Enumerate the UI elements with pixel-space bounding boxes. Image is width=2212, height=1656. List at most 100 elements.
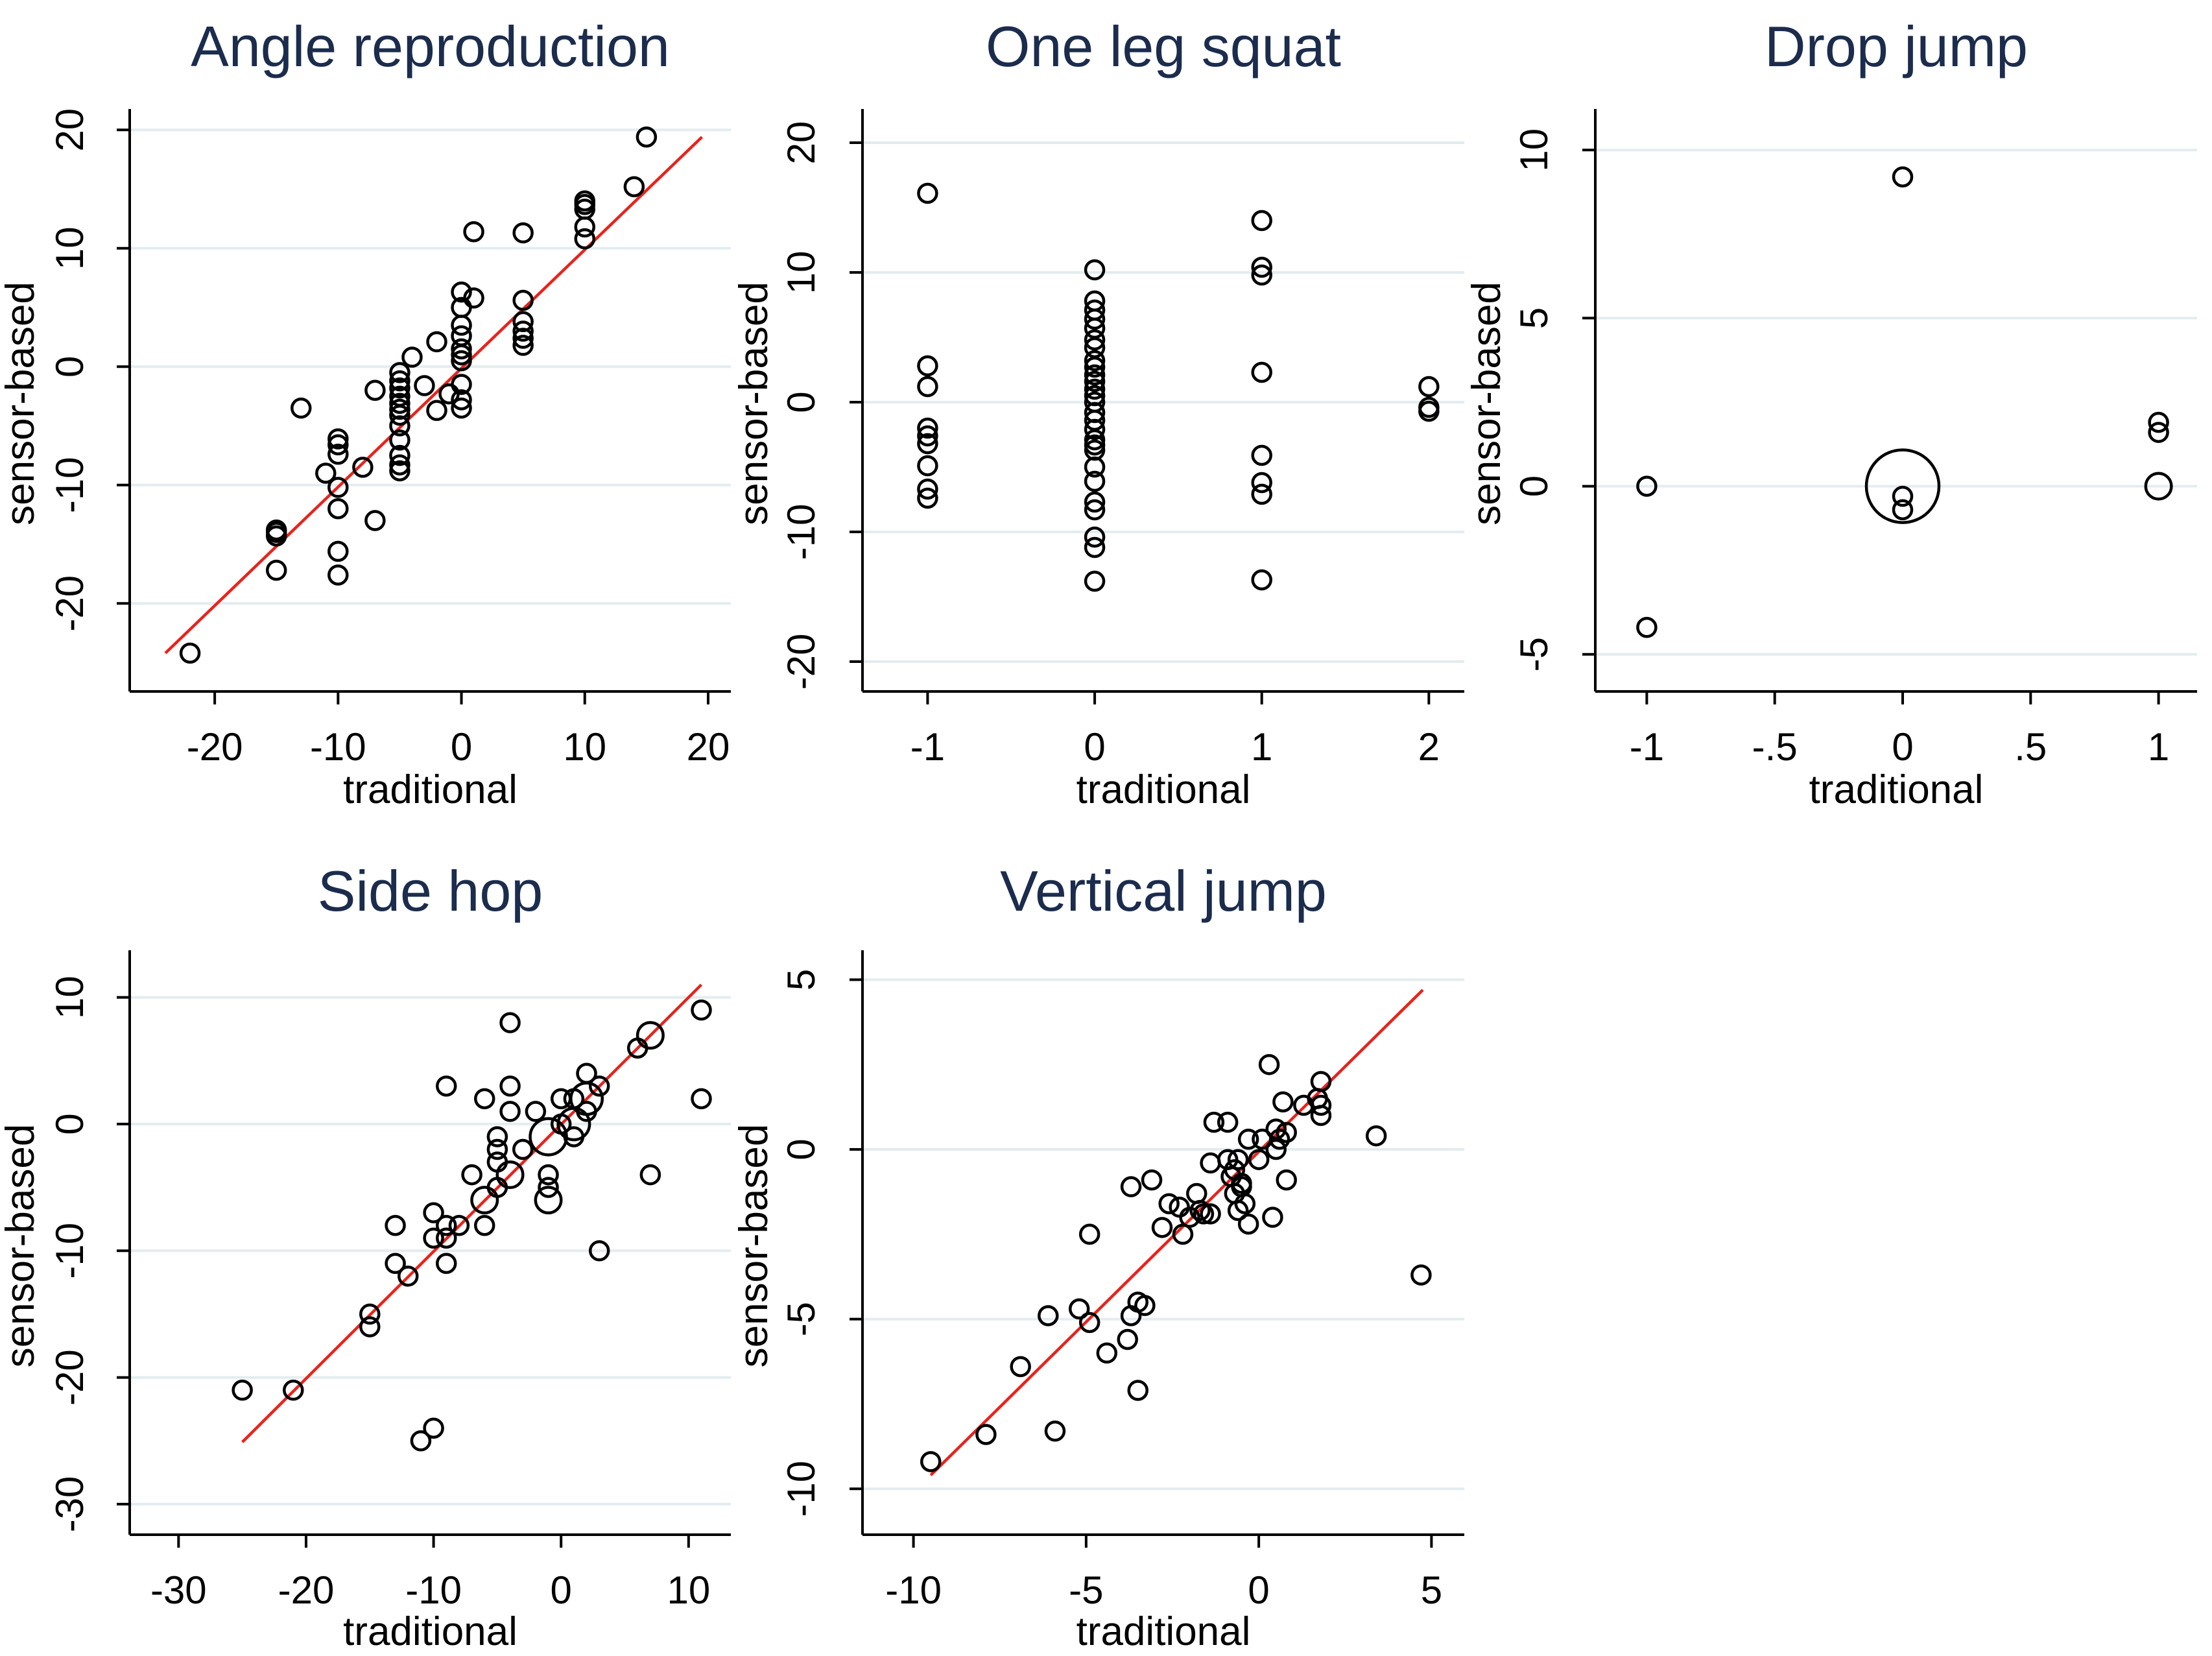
data-point [639, 1164, 661, 1186]
y-tick-label: -20 [48, 575, 91, 632]
data-point [1169, 1196, 1190, 1218]
x-tick-label: .5 [2014, 725, 2047, 769]
data-point [1084, 350, 1106, 372]
data-point [327, 564, 349, 586]
data-point [451, 350, 472, 372]
y-tick-label: -5 [779, 1302, 823, 1336]
y-tick-label: -10 [48, 1223, 91, 1279]
data-point [1158, 1193, 1180, 1214]
data-point [975, 1424, 997, 1445]
data-point [1251, 256, 1272, 278]
data-point [1418, 400, 1440, 422]
data-point [636, 126, 658, 148]
x-tick-label: 1 [1251, 725, 1272, 769]
data-point [385, 1214, 406, 1236]
data-point [917, 376, 938, 398]
x-axis-label: traditional [343, 767, 517, 812]
data-point [364, 510, 386, 531]
data-point [1636, 617, 1658, 638]
data-point [499, 1101, 521, 1122]
data-point [917, 478, 938, 500]
data-point [359, 1316, 381, 1338]
data-point [327, 444, 349, 465]
data-point [426, 400, 447, 422]
data-point [1200, 1203, 1221, 1225]
x-tick-label: 0 [1248, 1568, 1269, 1612]
data-point [401, 346, 423, 368]
data-point [1084, 370, 1106, 392]
y-tick-label: -5 [1512, 637, 1556, 671]
data-point [486, 1138, 508, 1160]
data-point [1251, 483, 1272, 505]
chart-title: Angle reproduction [191, 14, 670, 78]
data-point [1248, 1149, 1270, 1170]
fit-line [241, 983, 703, 1443]
data-point [451, 374, 472, 395]
data-point [473, 1214, 495, 1236]
data-point [588, 1240, 610, 1262]
data-point [1234, 1193, 1256, 1214]
data-point [1117, 1328, 1139, 1350]
y-axis-label: sensor-based [0, 282, 43, 525]
data-point [463, 287, 484, 309]
data-point [451, 338, 472, 360]
chart-title: Vertical jump [1000, 859, 1327, 923]
data-point [1237, 1129, 1259, 1150]
data-point [473, 1088, 495, 1110]
data-point [435, 1214, 457, 1236]
data-point [1193, 1203, 1215, 1225]
data-point [1068, 1298, 1090, 1320]
data-point [1272, 1091, 1294, 1112]
data-point [389, 460, 410, 482]
data-point [917, 182, 938, 204]
data-point [1084, 570, 1106, 592]
y-tick-label: -30 [48, 1476, 91, 1533]
data-point [265, 519, 287, 541]
data-point [1227, 1149, 1249, 1170]
y-tick-label: 0 [48, 356, 91, 378]
x-axis-label: traditional [1076, 767, 1251, 812]
x-tick-label: -20 [187, 725, 243, 769]
data-point [623, 176, 645, 198]
data-point [538, 1177, 559, 1198]
data-point [435, 1075, 457, 1097]
data-point [1200, 1152, 1221, 1174]
x-tick-label: 5 [1421, 1568, 1442, 1612]
data-point [389, 454, 410, 475]
data-point [1084, 378, 1106, 400]
data-point [389, 370, 410, 392]
data-point [512, 320, 534, 342]
chart-panel: Side hop -30 -20 -10 0 10 -30 -20 -10 0 10 traditio… [0, 859, 731, 1654]
x-tick-label: 1 [2148, 725, 2169, 769]
y-tick-label: -20 [48, 1349, 91, 1406]
data-point [389, 362, 410, 383]
data-point [1636, 475, 1658, 497]
data-point [352, 457, 374, 478]
data-point [414, 375, 435, 396]
data-point [2148, 411, 2169, 433]
data-point [1251, 472, 1272, 494]
data-point [512, 1138, 534, 1160]
data-point [1044, 1421, 1066, 1442]
data-point [389, 429, 410, 451]
data-point [1217, 1111, 1239, 1133]
data-point [574, 216, 596, 238]
y-tick-label: 0 [48, 1113, 91, 1134]
data-point [1078, 1223, 1100, 1245]
data-point [691, 999, 712, 1021]
x-tick-label: -5 [1069, 1568, 1103, 1612]
data-point [1231, 1173, 1252, 1194]
data-point [1258, 1053, 1280, 1075]
data-point [451, 389, 472, 411]
data-point [435, 1253, 457, 1275]
data-point [1310, 1071, 1332, 1092]
x-tick-label: 2 [1418, 725, 1440, 769]
y-tick-label: 10 [48, 976, 91, 1019]
data-point [451, 315, 472, 336]
data-point [1203, 1111, 1225, 1133]
y-tick-label: -20 [779, 634, 823, 690]
x-axis-label: traditional [1809, 767, 1984, 812]
data-point [920, 1451, 942, 1472]
data-point [470, 1186, 499, 1215]
data-point [1310, 1105, 1332, 1126]
